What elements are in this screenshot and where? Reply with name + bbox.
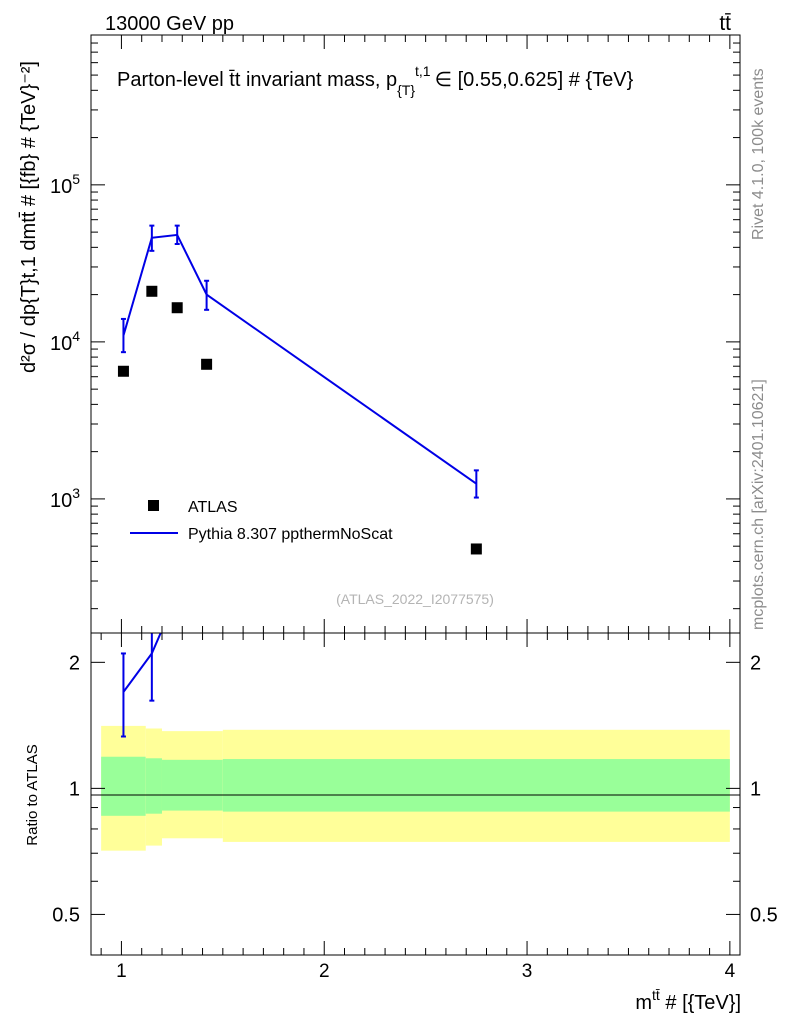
ratio-mc-line [122, 633, 162, 693]
ratio-bands [101, 725, 730, 851]
ratio-band-inner [161, 759, 223, 811]
main-ytick-label: 104 [50, 328, 80, 355]
ratio-xtick-label: 2 [319, 961, 330, 982]
watermark: (ATLAS_2022_I2077575) [336, 591, 494, 607]
legend-mc-label: Pythia 8.307 ppthermNoScat [188, 526, 393, 543]
atlas-data-point [201, 358, 213, 370]
legend-atlas-label: ATLAS [188, 499, 238, 516]
main-title-text: Parton-level t̄t invariant mass, p [117, 69, 397, 91]
ratio-marks [120, 633, 162, 738]
main-ytick-label: 105 [50, 171, 80, 198]
ratio-panel: 0.5 0.5 1 1 2 2 1 2 3 4 Ratio to ATLAS mtt̄ # [{T… [24, 632, 778, 1014]
rivet-label: Rivet 4.1.0, 100k events [750, 68, 767, 240]
ratio-ytick-label-right: 0.5 [750, 904, 778, 926]
xlabel-tail: # [{TeV}] [660, 992, 741, 1014]
ratio-ticks [91, 633, 740, 956]
header-right: tt̄ [719, 12, 731, 35]
mc-line [122, 233, 477, 485]
ratio-xtick-label: 3 [522, 961, 533, 982]
main-ytick-label: 103 [50, 485, 80, 512]
ratio-xlabel: mtt̄ # [{TeV}] [635, 987, 741, 1014]
ratio-band-inner [101, 756, 146, 816]
ratio-band-inner [222, 759, 730, 812]
legend-atlas-marker [148, 500, 159, 511]
main-marks [117, 224, 482, 555]
ratio-tick-labels: 0.5 0.5 1 1 2 2 1 2 3 4 [52, 652, 778, 982]
atlas-data-point [470, 543, 482, 555]
ratio-xtick-label: 4 [725, 961, 736, 982]
main-ylabel: d²σ / dp{T}t,1 dmtt̄ # [{fb} # {TeV}⁻²] [18, 61, 40, 373]
legend: ATLAS Pythia 8.307 ppthermNoScat [130, 499, 393, 543]
ratio-ylabel: Ratio to ATLAS [24, 744, 41, 845]
main-frame [90, 34, 741, 634]
ratio-band-inner [145, 758, 162, 814]
atlas-data-point [171, 302, 183, 314]
main-title: Parton-level t̄t invariant mass, p{T}t,1… [117, 63, 634, 98]
mcplots-label: mcplots.cern.ch [arXiv:2401.10621] [750, 379, 767, 630]
ratio-ytick-label-left: 2 [69, 652, 80, 674]
ratio-ytick-label-left: 0.5 [52, 904, 80, 926]
ratio-frame [90, 632, 741, 956]
main-ytick-labels: 103 104 105 [50, 171, 80, 512]
main-title-sup: t,1 [415, 63, 431, 79]
main-title-tail: ∈ [0.55,0.625] # {TeV} [435, 69, 634, 91]
atlas-data-point [117, 365, 129, 377]
ratio-xtick-label: 1 [116, 961, 127, 982]
atlas-data-point [146, 285, 158, 297]
main-title-sub: {T} [397, 82, 415, 98]
ratio-ytick-label-left: 1 [69, 778, 80, 800]
ratio-ytick-label-right: 2 [750, 652, 761, 674]
main-panel: 103 104 105 Parton-level t̄t invariant mas… [18, 34, 741, 634]
main-ticks [91, 34, 740, 633]
xlabel-sup: tt̄ [652, 987, 660, 1003]
header-left: 13000 GeV pp [105, 13, 234, 35]
ratio-clipped-marks [120, 633, 162, 738]
ratio-ytick-label-right: 1 [750, 778, 761, 800]
xlabel-base: m [635, 992, 652, 1014]
